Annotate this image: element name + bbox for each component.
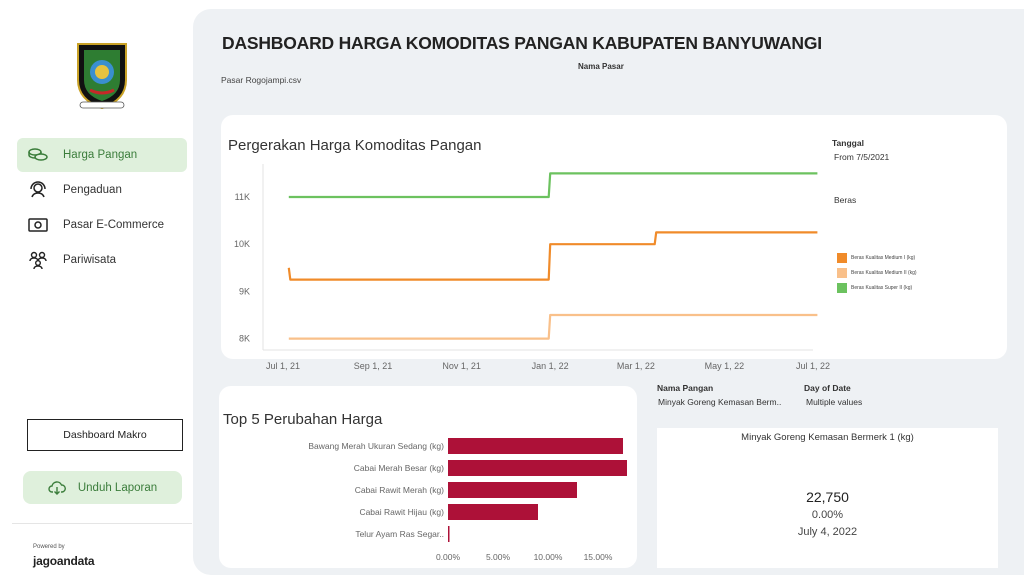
x-tick-label: 10.00% bbox=[534, 552, 563, 562]
nav-item-pasar-e-commerce[interactable]: Pasar E-Commerce bbox=[17, 208, 187, 242]
series-line bbox=[288, 172, 818, 199]
legend-item[interactable]: Beras Kualitas Medium II (kg) bbox=[837, 268, 917, 278]
x-tick-label: May 1, 22 bbox=[705, 361, 745, 371]
unduh-laporan-label: Unduh Laporan bbox=[77, 481, 158, 494]
nav-item-label: Pariwisata bbox=[63, 254, 117, 266]
bar-category-label: Telur Ayam Ras Segar.. bbox=[355, 529, 444, 539]
bar-category-label: Cabai Rawit Hijau (kg) bbox=[359, 507, 444, 517]
legend-swatch bbox=[837, 268, 847, 278]
brand-logo: jagoandata bbox=[33, 554, 95, 568]
sidebar-divider bbox=[12, 523, 192, 524]
day-of-date-filter[interactable]: Multiple values bbox=[806, 397, 863, 407]
x-tick-label: 0.00% bbox=[436, 552, 461, 562]
x-tick-label: Jul 1, 21 bbox=[266, 361, 300, 371]
series-line bbox=[288, 313, 818, 340]
commodity-filter[interactable]: Beras bbox=[834, 195, 857, 205]
legend-swatch bbox=[837, 283, 847, 293]
y-tick-label: 9K bbox=[239, 286, 250, 296]
x-tick-label: 15.00% bbox=[584, 552, 613, 562]
y-tick-label: 11K bbox=[235, 192, 250, 202]
y-tick-label: 10K bbox=[234, 239, 250, 249]
nav-item-harga-pangan[interactable]: Harga Pangan bbox=[17, 138, 187, 172]
legend-item[interactable]: Beras Kualitas Medium I (kg) bbox=[837, 253, 915, 263]
bar bbox=[448, 460, 627, 476]
nav-item-label: Pasar E-Commerce bbox=[63, 219, 164, 231]
kpi-change: 0.00% bbox=[811, 509, 844, 521]
bar bbox=[448, 482, 577, 498]
tanggal-label: Tanggal bbox=[832, 138, 864, 148]
legend-item[interactable]: Beras Kualitas Super II (kg) bbox=[837, 283, 912, 293]
bar-chart-card bbox=[219, 386, 637, 568]
sidebar: Harga Pangan Pengaduan Pasar E-Commerce … bbox=[0, 0, 200, 575]
x-tick-label: 5.00% bbox=[486, 552, 511, 562]
bar bbox=[448, 504, 538, 520]
nama-pasar-label: Nama Pasar bbox=[578, 62, 624, 71]
coins-icon bbox=[27, 144, 49, 166]
day-of-date-label: Day of Date bbox=[804, 383, 851, 393]
support-agent-icon bbox=[27, 179, 49, 201]
y-tick-label: 8K bbox=[239, 334, 250, 344]
legend-label: Beras Kualitas Super II (kg) bbox=[851, 285, 913, 291]
nav-item-pariwisata[interactable]: Pariwisata bbox=[17, 243, 187, 277]
kpi-value: 22,750 bbox=[806, 489, 849, 505]
x-tick-label: Jul 1, 22 bbox=[796, 361, 830, 371]
bar-category-label: Cabai Merah Besar (kg) bbox=[354, 463, 444, 473]
kpi-card bbox=[657, 428, 998, 568]
dashboard-makro-button[interactable]: Dashboard Makro bbox=[27, 419, 183, 451]
nama-pasar-filter[interactable]: Pasar Rogojampi.csv bbox=[221, 75, 302, 85]
bar-chart[interactable]: Bawang Merah Ukuran Sedang (kg) Cabai Mer… bbox=[219, 430, 637, 568]
legend-label: Beras Kualitas Medium II (kg) bbox=[851, 270, 917, 276]
series-line bbox=[287, 231, 818, 281]
cloud-download-icon bbox=[48, 480, 66, 495]
nav-item-pengaduan[interactable]: Pengaduan bbox=[17, 173, 187, 207]
powered-by-text: Powered by bbox=[33, 544, 65, 550]
kpi-date: July 4, 2022 bbox=[797, 526, 858, 538]
line-chart-title: Pergerakan Harga Komoditas Pangan bbox=[228, 137, 482, 154]
page-title: DASHBOARD HARGA KOMODITAS PANGAN KABUPAT… bbox=[222, 33, 822, 53]
tanggal-filter[interactable]: From 7/5/2021 bbox=[834, 152, 890, 162]
x-tick-label: Sep 1, 21 bbox=[354, 361, 393, 371]
nav-item-label: Pengaduan bbox=[63, 184, 122, 196]
nama-pangan-label: Nama Pangan bbox=[657, 383, 714, 393]
banyuwangi-crest-icon bbox=[70, 38, 134, 112]
bar-category-label: Cabai Rawit Merah (kg) bbox=[355, 485, 444, 495]
cash-icon bbox=[27, 214, 49, 236]
bar bbox=[448, 438, 623, 454]
x-tick-label: Jan 1, 22 bbox=[532, 361, 569, 371]
x-tick-label: Nov 1, 21 bbox=[442, 361, 481, 371]
legend-label: Beras Kualitas Medium I (kg) bbox=[851, 255, 916, 261]
line-chart-card bbox=[221, 115, 1007, 359]
bar-chart-title: Top 5 Perubahan Harga bbox=[223, 411, 383, 428]
nama-pangan-filter[interactable]: Minyak Goreng Kemasan Berm.. bbox=[658, 397, 782, 407]
legend-swatch bbox=[837, 253, 847, 263]
nav-item-label: Harga Pangan bbox=[63, 149, 138, 161]
bar bbox=[448, 526, 450, 542]
line-chart[interactable]: 8K 9K 10K 11K Jul 1, 21 Sep 1, 21 Nov 1, 21 Jan… bbox=[221, 160, 831, 375]
people-group-icon bbox=[27, 249, 49, 271]
x-tick-label: Mar 1, 22 bbox=[617, 361, 655, 371]
kpi-title: Minyak Goreng Kemasan Bermerk 1 (kg) bbox=[741, 432, 914, 443]
bar-category-label: Bawang Merah Ukuran Sedang (kg) bbox=[308, 441, 444, 451]
dashboard-makro-label: Dashboard Makro bbox=[63, 429, 147, 441]
unduh-laporan-button[interactable]: Unduh Laporan bbox=[23, 471, 182, 504]
